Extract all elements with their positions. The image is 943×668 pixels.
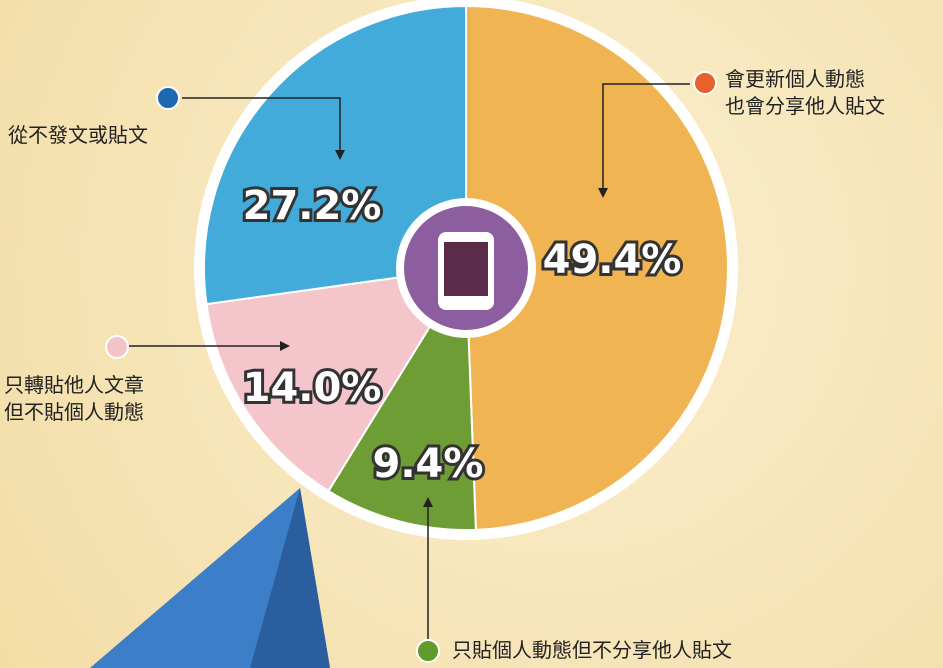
legend-dot bbox=[694, 72, 716, 94]
legend-label: 只貼個人動態但不分享他人貼文 bbox=[452, 637, 732, 664]
value-label: 14.0% bbox=[243, 365, 382, 411]
value-label: 27.2% bbox=[243, 183, 382, 229]
legend-label: 只轉貼他人文章 但不貼個人動態 bbox=[4, 372, 144, 426]
value-label: 9.4% bbox=[373, 441, 484, 487]
legend-label: 從不發文或貼文 bbox=[8, 122, 148, 149]
legend-label: 會更新個人動態 也會分享他人貼文 bbox=[725, 66, 885, 120]
infographic: 49.4% 9.4% 14.0% 27.2% 會更新個人動態 也會分享他人貼文只貼個人… bbox=[0, 0, 943, 668]
phone-screen bbox=[444, 242, 488, 296]
legend-dot bbox=[417, 640, 439, 662]
legend-dot bbox=[157, 87, 179, 109]
legend-dot bbox=[106, 336, 128, 358]
value-label: 49.4% bbox=[543, 237, 682, 283]
